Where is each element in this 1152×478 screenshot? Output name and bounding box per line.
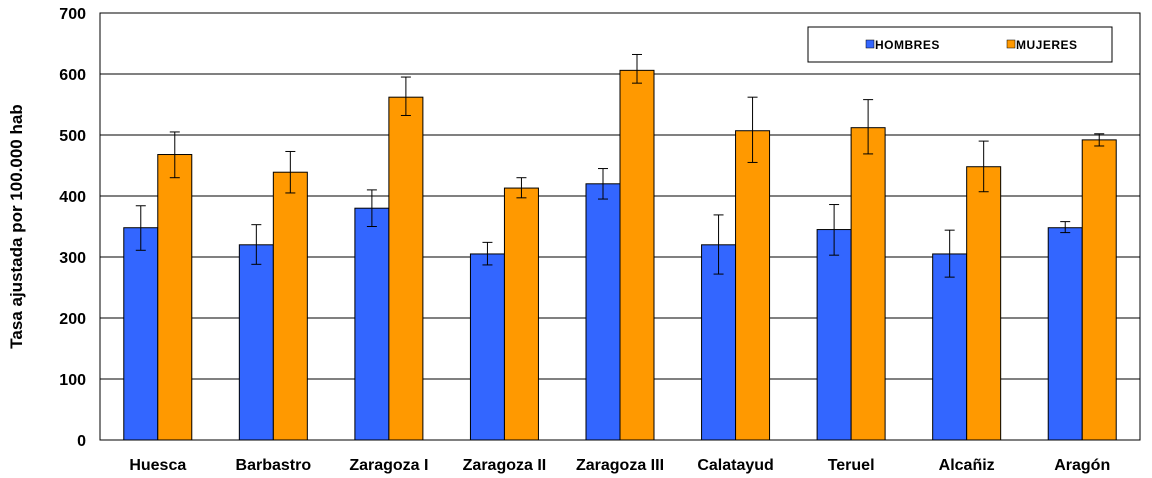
- bar-hombres: [123, 227, 159, 441]
- bar-hombres: [585, 183, 621, 441]
- legend-label-hombres: HOMBRES: [875, 38, 940, 52]
- bar-hombres: [238, 244, 274, 441]
- y-axis-title: Tasa ajustada por 100.000 hab: [7, 104, 26, 348]
- x-category-label: Zaragoza III: [576, 457, 664, 474]
- bar-mujeres: [503, 187, 539, 441]
- x-axis-category-labels: Huesca Barbastro Zaragoza I Zaragoza II Zara…: [129, 457, 1110, 474]
- bar-hombres: [932, 253, 968, 441]
- bar-mujeres: [619, 69, 655, 441]
- bar-mujeres: [388, 96, 424, 441]
- x-category-label: Zaragoza II: [463, 457, 547, 474]
- x-category-label: Alcañiz: [939, 457, 995, 474]
- bar-hombres: [1047, 227, 1083, 441]
- legend-label-mujeres: MUJERES: [1016, 38, 1078, 52]
- bar-mujeres: [157, 154, 193, 441]
- x-category-label: Teruel: [828, 457, 875, 474]
- legend-swatch-mujeres: [1006, 39, 1016, 49]
- x-category-label: Zaragoza I: [349, 457, 428, 474]
- y-tick-label: 100: [59, 372, 86, 389]
- bar-mujeres: [850, 127, 886, 441]
- bar-mujeres: [1081, 139, 1117, 441]
- y-tick-label: 600: [59, 67, 86, 84]
- bars: [123, 69, 1117, 441]
- x-category-label: Calatayud: [697, 457, 773, 474]
- legend: HOMBRES MUJERES: [807, 26, 1113, 63]
- y-tick-label: 400: [59, 189, 86, 206]
- error-bars: [135, 53, 1105, 278]
- y-tick-label: 500: [59, 128, 86, 145]
- y-axis-tick-labels: 0 100 200 300 400 500 600 700: [59, 6, 86, 450]
- bar-hombres: [354, 207, 390, 441]
- plot-area-frame: [99, 12, 1141, 441]
- bar-hombres: [469, 253, 505, 441]
- bar-mujeres: [272, 171, 308, 441]
- x-category-label: Aragón: [1054, 457, 1110, 474]
- y-tick-label: 200: [59, 311, 86, 328]
- legend-box: [807, 26, 1113, 63]
- y-tick-label: 300: [59, 250, 86, 267]
- bar-mujeres: [966, 166, 1002, 441]
- y-tick-label: 700: [59, 6, 86, 23]
- y-tick-label: 0: [77, 433, 86, 450]
- x-category-label: Barbastro: [236, 457, 312, 474]
- x-category-label: Huesca: [129, 457, 186, 474]
- bar-hombres: [816, 229, 852, 441]
- legend-swatch-hombres: [865, 39, 875, 49]
- bar-mujeres: [735, 130, 771, 441]
